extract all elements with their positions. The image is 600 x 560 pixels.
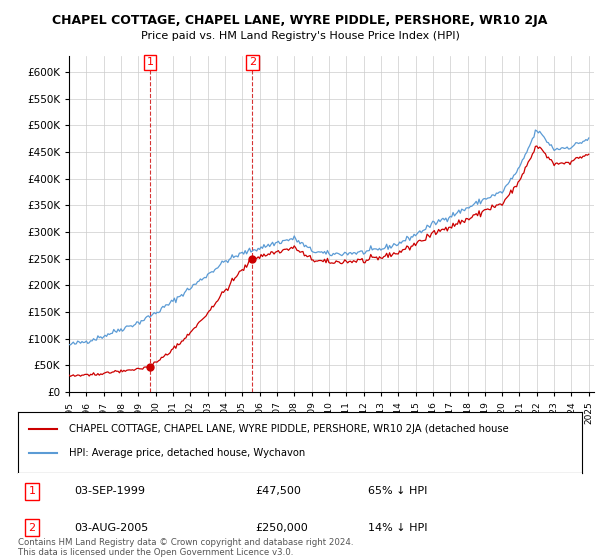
- Text: £47,500: £47,500: [255, 487, 301, 496]
- Text: Contains HM Land Registry data © Crown copyright and database right 2024.
This d: Contains HM Land Registry data © Crown c…: [18, 538, 353, 557]
- Text: 65% ↓ HPI: 65% ↓ HPI: [368, 487, 427, 496]
- Text: 2: 2: [249, 58, 256, 67]
- Text: 03-SEP-1999: 03-SEP-1999: [74, 487, 145, 496]
- Text: 2: 2: [29, 523, 35, 533]
- Text: HPI: Average price, detached house, Wychavon: HPI: Average price, detached house, Wych…: [69, 449, 305, 459]
- Text: CHAPEL COTTAGE, CHAPEL LANE, WYRE PIDDLE, PERSHORE, WR10 2JA (detached house: CHAPEL COTTAGE, CHAPEL LANE, WYRE PIDDLE…: [69, 424, 509, 434]
- Text: 1: 1: [29, 487, 35, 496]
- Text: Price paid vs. HM Land Registry's House Price Index (HPI): Price paid vs. HM Land Registry's House …: [140, 31, 460, 41]
- Text: 03-AUG-2005: 03-AUG-2005: [74, 523, 149, 533]
- Text: 1: 1: [146, 58, 154, 67]
- Text: CHAPEL COTTAGE, CHAPEL LANE, WYRE PIDDLE, PERSHORE, WR10 2JA: CHAPEL COTTAGE, CHAPEL LANE, WYRE PIDDLE…: [52, 14, 548, 27]
- Text: £250,000: £250,000: [255, 523, 308, 533]
- Text: 14% ↓ HPI: 14% ↓ HPI: [368, 523, 427, 533]
